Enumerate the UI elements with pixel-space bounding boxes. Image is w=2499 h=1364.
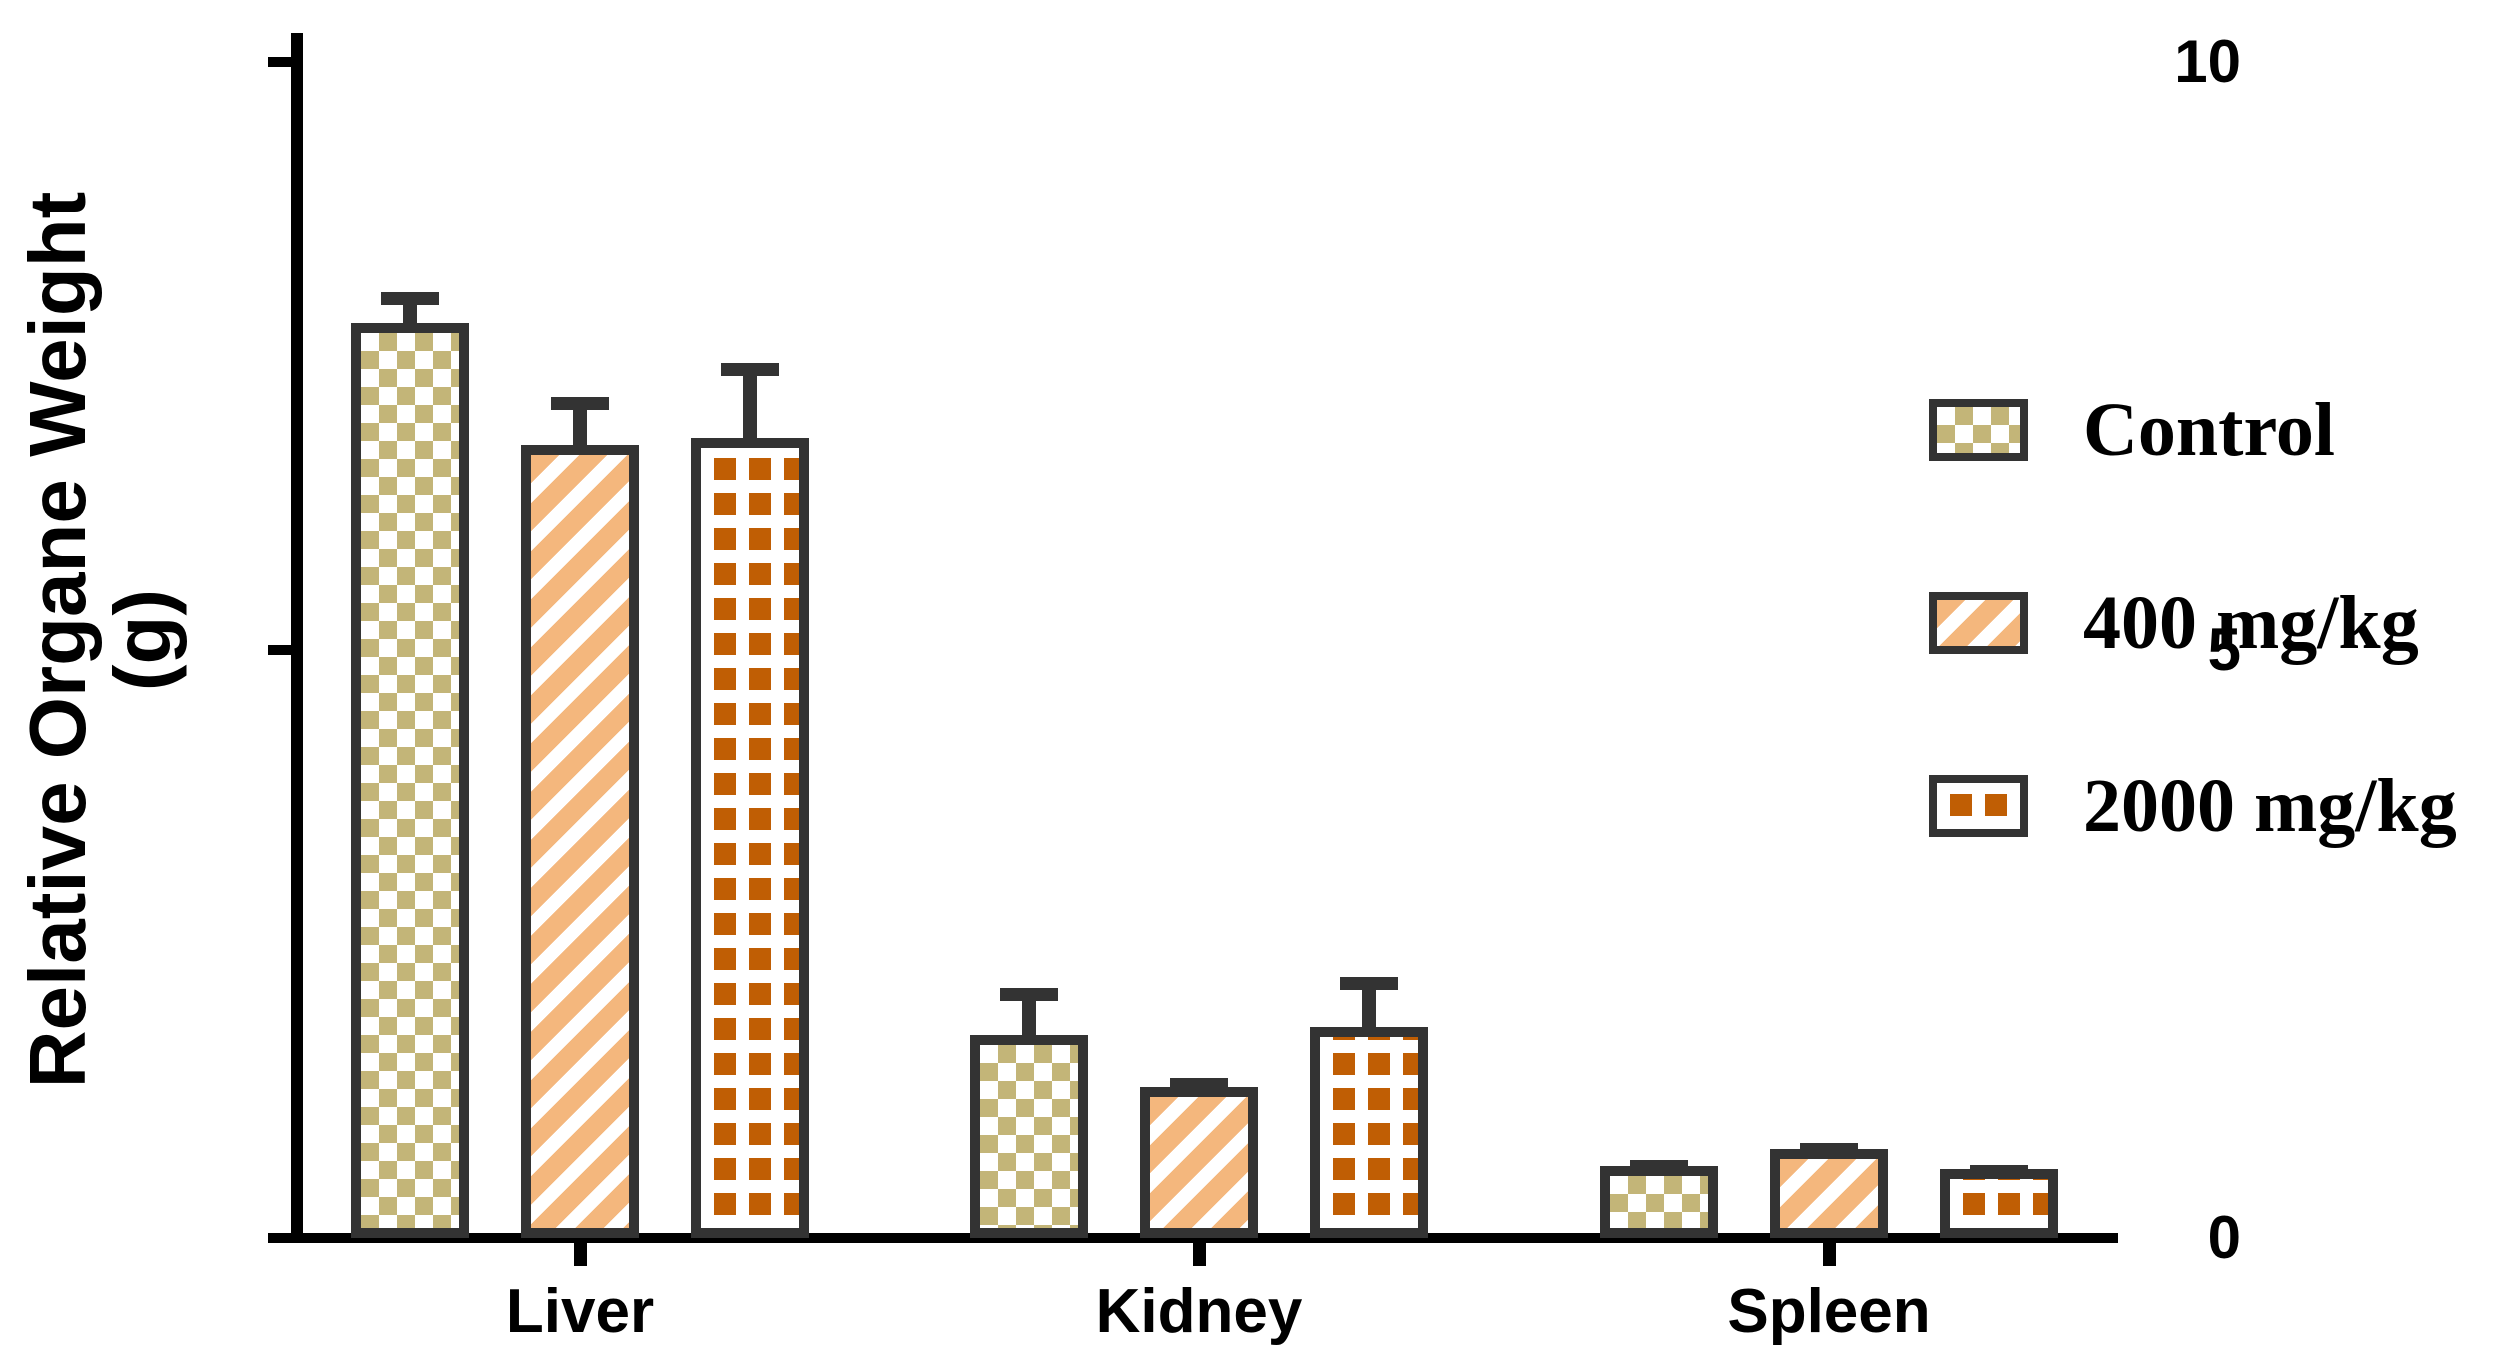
y-tick-mark [268, 645, 292, 655]
y-tick-label: 0 [2207, 1204, 2241, 1271]
legend-label: 400 mg/kg [2083, 581, 2419, 665]
x-category-label-liver: Liver [505, 1277, 655, 1346]
error-bar-stem [743, 376, 757, 439]
error-bar-cap [1970, 1165, 2028, 1179]
error-bar-stem [573, 410, 587, 446]
error-bar-cap [1630, 1160, 1688, 1174]
legend-label: Control [2083, 388, 2335, 472]
y-tick-mark [268, 1233, 292, 1243]
y-tick-mark [268, 57, 292, 67]
bar-kidney-400-mg-kg [1140, 1087, 1258, 1238]
error-bar-cap [381, 292, 439, 306]
legend-swatch-diagonal-stripes [1929, 592, 2028, 654]
error-bar-cap [721, 363, 779, 377]
y-tick-label: 10 [2174, 28, 2241, 95]
y-axis-line [291, 33, 303, 1243]
error-bar-stem [1362, 989, 1376, 1028]
bar-liver-control [351, 323, 469, 1238]
x-axis-line [272, 1233, 2118, 1243]
legend-row: 400 mg/kg [1929, 580, 2419, 666]
error-bar-cap [1340, 976, 1398, 990]
x-tick-mark [573, 1240, 587, 1266]
bar-spleen-2000-mg-kg [1940, 1168, 2058, 1238]
x-category-label-spleen: Spleen [1727, 1277, 1931, 1346]
y-axis-title-line2: (g) [98, 588, 187, 692]
x-tick-mark [1822, 1240, 1836, 1266]
bar-kidney-2000-mg-kg [1310, 1027, 1428, 1238]
y-tick-label: 5 [2207, 616, 2241, 683]
legend-swatch-checkerboard [1929, 399, 2028, 461]
error-bar-stem [1022, 1000, 1036, 1035]
error-bar-cap [1000, 987, 1058, 1001]
error-bar-cap [551, 397, 609, 411]
legend-row: Control [1929, 387, 2335, 473]
error-bar-cap [1800, 1142, 1858, 1156]
x-tick-mark [1192, 1240, 1206, 1266]
bar-liver-400-mg-kg [521, 445, 639, 1238]
error-bar-stem [403, 305, 417, 324]
legend-label: 2000 mg/kg [2083, 764, 2457, 848]
error-bar-cap [1170, 1078, 1228, 1092]
bar-spleen-400-mg-kg [1770, 1148, 1888, 1238]
bar-liver-2000-mg-kg [691, 438, 809, 1238]
bar-spleen-control [1600, 1166, 1718, 1238]
y-axis-title: Relative Organe Weight (g) [13, 0, 187, 1290]
legend-row: 2000 mg/kg [1929, 763, 2457, 849]
y-axis-title-line1: Relative Organe Weight [13, 191, 102, 1089]
legend-swatch-square-grid [1929, 775, 2028, 837]
x-category-label-kidney: Kidney [1095, 1277, 1303, 1346]
bar-kidney-control [970, 1034, 1088, 1238]
